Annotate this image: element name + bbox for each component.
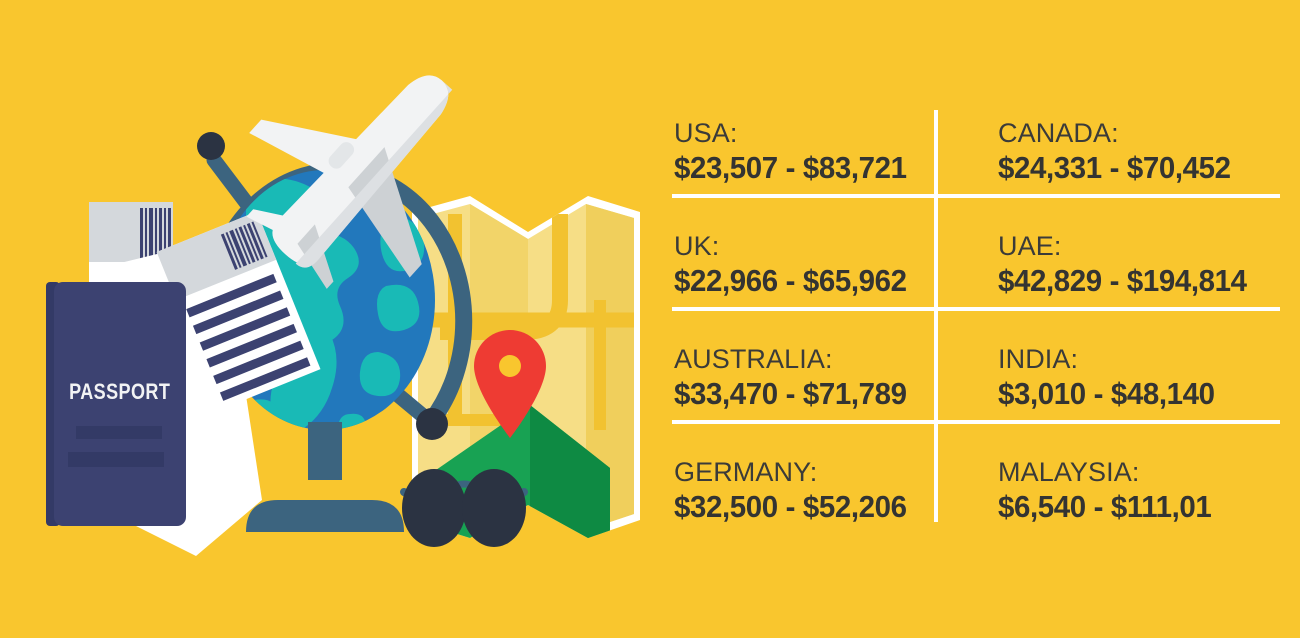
rate-value: $33,470 - $71,789	[674, 375, 907, 411]
rate-cell-uk: UK: $22,966 - $65,962	[660, 209, 970, 322]
travel-illustration: PASSPORT	[46, 75, 640, 556]
table-row: USA: $23,507 - $83,721 CANADA: $24,331 -…	[660, 96, 1280, 209]
sunglass-lens-left	[402, 469, 466, 547]
passport-booklet: PASSPORT	[46, 282, 186, 526]
globe-knob-top	[197, 132, 225, 160]
row-divider	[672, 194, 1280, 198]
passport-text: PASSPORT	[69, 380, 170, 404]
globe-stand-post	[308, 422, 342, 480]
country-label: USA:	[674, 117, 738, 148]
passport-line-2	[68, 452, 164, 467]
sunglass-lens-right	[462, 469, 526, 547]
column-divider	[934, 311, 938, 420]
sunglasses-icon	[400, 469, 528, 547]
column-divider	[934, 424, 938, 522]
globe-knob-bottom	[416, 408, 448, 440]
column-divider	[934, 110, 938, 194]
map-location-pin-icon	[474, 330, 546, 438]
rate-value: $23,507 - $83,721	[674, 149, 907, 185]
rate-value: $22,966 - $65,962	[674, 262, 907, 298]
table-row: UK: $22,966 - $65,962 UAE: $42,829 - $19…	[660, 209, 1280, 322]
table-row: GERMANY: $32,500 - $52,206 MALAYSIA: $6,…	[660, 435, 1280, 548]
country-label: INDIA:	[998, 343, 1079, 374]
barcode-icon-1	[140, 208, 171, 260]
boarding-pass-2	[156, 211, 321, 410]
rate-cell-india: INDIA: $3,010 - $48,140	[970, 322, 1280, 435]
visa-cost-range-table: USA: $23,507 - $83,721 CANADA: $24,331 -…	[660, 96, 1280, 548]
column-divider	[934, 198, 938, 307]
pin-hole	[499, 355, 521, 377]
ticket-stripes	[186, 273, 311, 401]
rate-cell-canada: CANADA: $24,331 - $70,452	[970, 96, 1280, 209]
table-grid: USA: $23,507 - $83,721 CANADA: $24,331 -…	[660, 96, 1280, 548]
rate-cell-germany: GERMANY: $32,500 - $52,206	[660, 435, 970, 548]
row-divider	[672, 420, 1280, 424]
rate-cell-australia: AUSTRALIA: $33,470 - $71,789	[660, 322, 970, 435]
row-divider	[672, 307, 1280, 311]
rate-value: $32,500 - $52,206	[674, 488, 907, 524]
rate-cell-uae: UAE: $42,829 - $194,814	[970, 209, 1280, 322]
rate-value: $24,331 - $70,452	[998, 149, 1231, 185]
rate-cell-usa: USA: $23,507 - $83,721	[660, 96, 970, 209]
country-label: UK:	[674, 230, 720, 261]
barcode-icon-2	[220, 221, 268, 270]
country-label: AUSTRALIA:	[674, 343, 833, 374]
airplane-icon	[246, 75, 453, 289]
rate-cell-malaysia: MALAYSIA: $6,540 - $111,01	[970, 435, 1280, 548]
rate-value: $6,540 - $111,01	[998, 488, 1212, 524]
table-row: AUSTRALIA: $33,470 - $71,789 INDIA: $3,0…	[660, 322, 1280, 435]
rate-value: $3,010 - $48,140	[998, 375, 1215, 411]
country-label: MALAYSIA:	[998, 456, 1140, 487]
globe-stand-base	[246, 500, 404, 532]
passport-line-1	[76, 426, 162, 439]
rate-value: $42,829 - $194,814	[998, 262, 1247, 298]
country-label: GERMANY:	[674, 456, 818, 487]
country-label: UAE:	[998, 230, 1062, 261]
country-label: CANADA:	[998, 117, 1119, 148]
